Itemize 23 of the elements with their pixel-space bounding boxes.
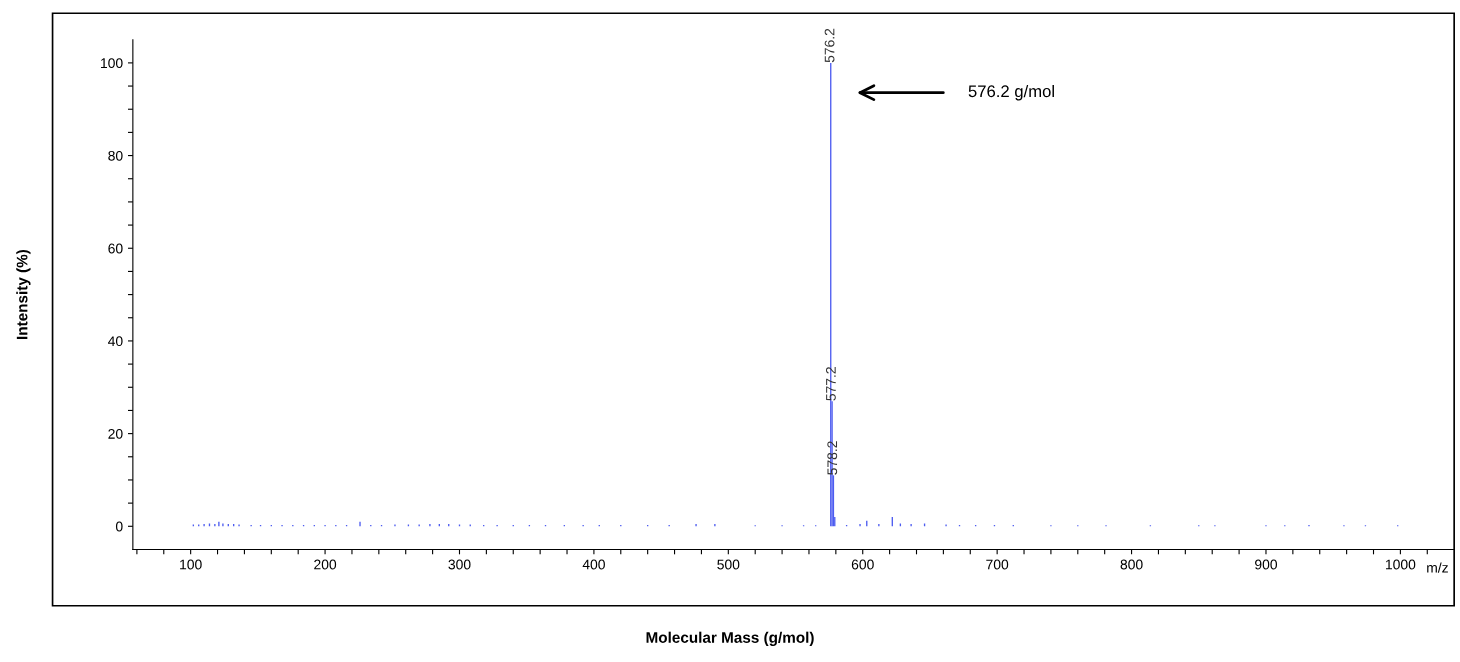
x-tick-label: 600 bbox=[851, 559, 874, 570]
y-tick-label: 20 bbox=[108, 428, 123, 439]
x-tick-label: 1000 bbox=[1386, 559, 1416, 570]
x-tick-label: 900 bbox=[1255, 559, 1278, 570]
y-axis-title: Intensity (%) bbox=[16, 249, 31, 339]
annotation: 577.2 bbox=[825, 367, 836, 401]
text: m/z bbox=[1427, 562, 1448, 573]
y-tick-label: 100 bbox=[101, 58, 123, 69]
annotation: 576.2 g/mol bbox=[968, 84, 1054, 101]
x-tick-label: 400 bbox=[582, 559, 605, 570]
x-tick-label: 200 bbox=[314, 559, 337, 570]
x-tick-label: 100 bbox=[180, 559, 202, 570]
annotation: 578.2 bbox=[827, 441, 838, 475]
annotation: 576.2 bbox=[824, 28, 835, 63]
y-tick-label: 0 bbox=[115, 521, 123, 532]
x-tick-label: 800 bbox=[1120, 559, 1143, 570]
x-tick-label: 300 bbox=[448, 559, 471, 570]
x-tick-label: 700 bbox=[986, 559, 1009, 570]
y-tick-label: 60 bbox=[108, 243, 123, 254]
y-tick-label: 80 bbox=[108, 150, 123, 161]
x-tick-label: 500 bbox=[717, 559, 740, 570]
x-axis-title: Molecular Mass (g/mol) bbox=[646, 631, 814, 646]
y-tick-label: 40 bbox=[108, 336, 123, 347]
